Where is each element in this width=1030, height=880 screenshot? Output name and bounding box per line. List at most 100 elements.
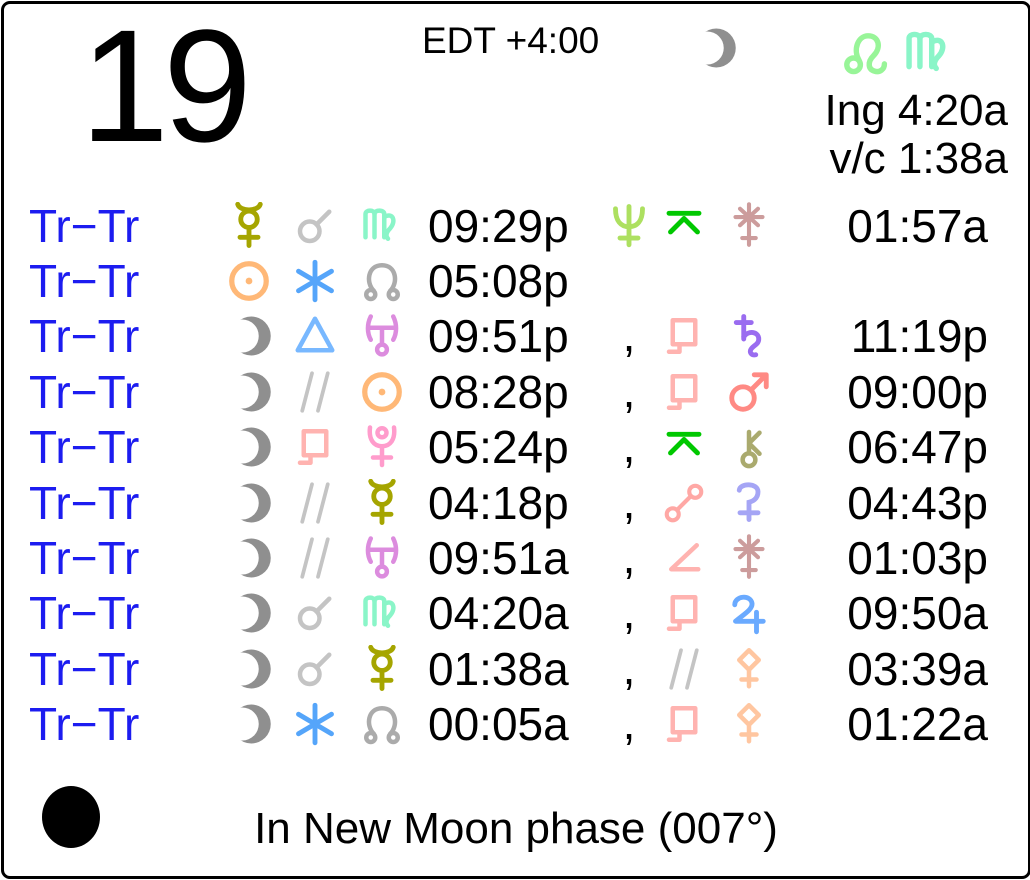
aspect-row: Tr−Tr 05:08p	[4, 253, 1028, 308]
aspect-row: Tr−Tr 05:24p, 06:47p	[4, 420, 1028, 475]
glyph-slot: ,	[606, 700, 652, 748]
aspect-row: Tr−Tr 08:28p, 09:00p	[4, 364, 1028, 419]
transit-label: Tr−Tr	[29, 310, 140, 363]
transit-label: Tr−Tr	[29, 199, 140, 252]
opposition-icon	[660, 479, 708, 527]
moon-icon	[225, 479, 273, 527]
glyph-slot: ,	[606, 534, 652, 582]
mercury-icon	[225, 202, 273, 250]
glyph-slot	[282, 645, 348, 693]
aspect-time-primary: 09:29p	[428, 199, 569, 252]
moon-icon	[225, 312, 273, 360]
glyph-slot: ,	[606, 368, 652, 416]
virgo-icon	[900, 24, 958, 82]
virgo-icon	[358, 202, 406, 250]
transit-label: Tr−Tr	[29, 255, 140, 308]
glyph-slot	[282, 589, 348, 637]
transit-label: Tr−Tr	[29, 532, 140, 585]
glyph-slot	[716, 423, 782, 471]
ceres-icon	[725, 479, 773, 527]
aspect-row: Tr−Tr 04:20a, 09:50a	[4, 586, 1028, 641]
glyph-slot	[348, 534, 416, 582]
aspect-row: Tr−Tr 09:29p 01:57a	[4, 198, 1028, 253]
pallas-icon	[725, 645, 773, 693]
aspect-time-primary: 05:24p	[428, 421, 569, 474]
moon-sign-icons	[840, 24, 958, 82]
moon-phase-label: In New Moon phase (007°)	[254, 804, 778, 853]
saturn-icon	[725, 312, 773, 360]
mercury-icon	[358, 645, 406, 693]
juno-icon	[725, 534, 773, 582]
glyph-slot	[716, 479, 782, 527]
parallel-icon	[660, 645, 708, 693]
aspect-time-primary: 04:18p	[428, 476, 569, 529]
aspect-time-secondary: 01:22a	[847, 698, 988, 751]
glyph-slot	[216, 589, 282, 637]
moon-icon	[225, 368, 273, 416]
chiron-icon	[725, 423, 773, 471]
sun-icon	[225, 257, 273, 305]
glyph-slot	[282, 202, 348, 250]
transit-label: Tr−Tr	[29, 587, 140, 640]
moon-icon	[225, 645, 273, 693]
aspect-time-primary: 09:51a	[428, 532, 569, 585]
glyph-slot	[282, 257, 348, 305]
uranus-icon	[358, 312, 406, 360]
aspect-time-primary: 00:05a	[428, 698, 569, 751]
ingress-time: Ing 4:20a	[824, 86, 1009, 135]
parallel-icon	[291, 479, 339, 527]
transit-label: Tr−Tr	[29, 698, 140, 751]
comma: ,	[622, 586, 636, 639]
glyph-slot	[652, 589, 716, 637]
sun-icon	[358, 368, 406, 416]
uranus-icon	[358, 534, 406, 582]
aspect-time-primary: 09:51p	[428, 310, 569, 363]
glyph-slot	[652, 479, 716, 527]
sesquiquadrate-icon	[660, 368, 708, 416]
sesquiquadrate-icon	[291, 423, 339, 471]
aspect-row: Tr−Tr 04:18p, 04:43p	[4, 475, 1028, 530]
transit-label: Tr−Tr	[29, 642, 140, 695]
aspect-time-secondary: 01:57a	[847, 199, 988, 252]
glyph-slot	[282, 479, 348, 527]
node-icon	[358, 700, 406, 748]
mars-icon	[725, 368, 773, 416]
glyph-slot	[348, 645, 416, 693]
moon-icon	[225, 589, 273, 637]
glyph-slot	[348, 202, 416, 250]
glyph-slot	[652, 423, 716, 471]
glyph-slot	[348, 368, 416, 416]
jupiter-icon	[725, 589, 773, 637]
transit-label: Tr−Tr	[29, 476, 140, 529]
glyph-slot	[216, 534, 282, 582]
aspect-time-primary: 01:38a	[428, 642, 569, 695]
aspect-time-secondary: 01:03p	[847, 532, 988, 585]
aspect-row: Tr−Tr 00:05a, 01:22a	[4, 697, 1028, 752]
transit-label: Tr−Tr	[29, 365, 140, 418]
mercury-icon	[358, 479, 406, 527]
glyph-slot	[652, 700, 716, 748]
glyph-slot	[282, 534, 348, 582]
parallel-icon	[291, 368, 339, 416]
aspect-time-secondary: 03:39a	[847, 642, 988, 695]
glyph-slot	[348, 479, 416, 527]
glyph-slot	[216, 202, 282, 250]
void-of-course-time: v/c 1:38a	[829, 134, 1008, 183]
pluto-icon	[358, 423, 406, 471]
comma: ,	[622, 531, 636, 584]
trine-icon	[291, 312, 339, 360]
aspect-row: Tr−Tr 09:51a, 01:03p	[4, 530, 1028, 585]
glyph-slot: ,	[606, 312, 652, 360]
glyph-slot	[716, 312, 782, 360]
glyph-slot	[348, 312, 416, 360]
glyph-slot	[716, 202, 782, 250]
glyph-slot	[652, 368, 716, 416]
aspect-rows: Tr−Tr 09:29p 01:57a Tr−Tr 05:08p Tr−Tr 09:51p,…	[4, 198, 1028, 752]
pallas-icon	[725, 700, 773, 748]
juno-icon	[725, 202, 773, 250]
glyph-slot	[348, 423, 416, 471]
glyph-slot	[348, 257, 416, 305]
aspect-time-secondary: 06:47p	[847, 421, 988, 474]
sesquiquadrate-icon	[660, 700, 708, 748]
